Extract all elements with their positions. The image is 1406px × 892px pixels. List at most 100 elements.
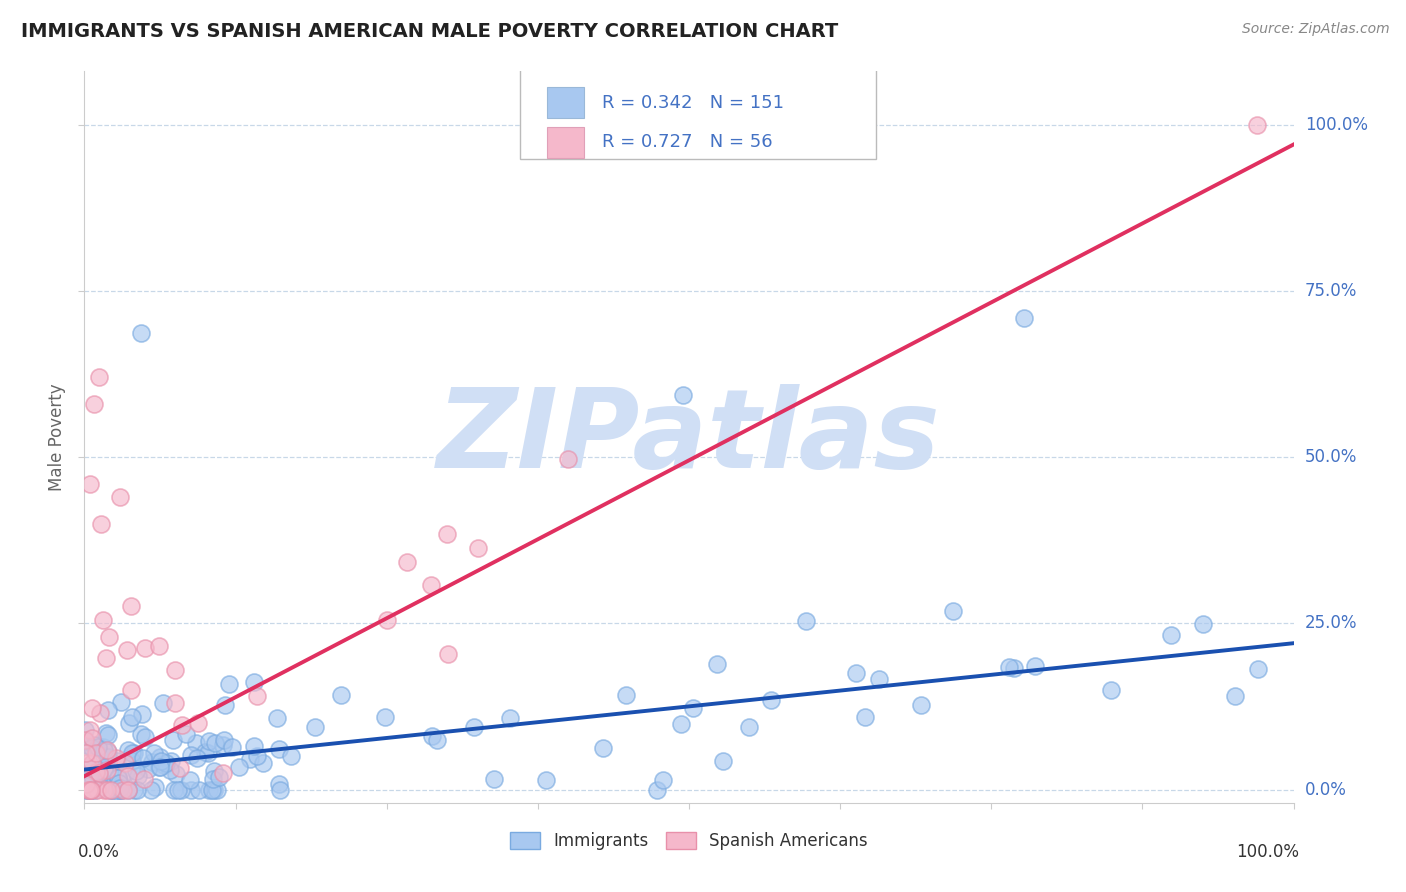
Point <box>499 711 522 725</box>
Point <box>89 370 111 384</box>
Point <box>110 776 132 790</box>
Point <box>330 688 353 702</box>
Point <box>150 754 173 768</box>
Point <box>218 677 240 691</box>
Point <box>75 733 97 747</box>
Point <box>121 754 143 768</box>
Point <box>80 782 103 797</box>
Point <box>228 760 250 774</box>
Point <box>1099 682 1122 697</box>
Point <box>759 693 782 707</box>
Point <box>117 782 139 797</box>
Point <box>103 777 125 791</box>
Point <box>105 751 128 765</box>
Point <box>134 640 156 655</box>
Point <box>163 782 186 797</box>
Text: R = 0.342   N = 151: R = 0.342 N = 151 <box>602 94 785 112</box>
Point <box>96 751 118 765</box>
Text: IMMIGRANTS VS SPANISH AMERICAN MALE POVERTY CORRELATION CHART: IMMIGRANTS VS SPANISH AMERICAN MALE POVE… <box>21 22 838 41</box>
Point <box>614 688 637 702</box>
Point <box>194 745 217 759</box>
Point <box>169 760 191 774</box>
Point <box>1160 628 1182 642</box>
Point <box>131 706 153 721</box>
Point <box>107 770 129 784</box>
Point <box>107 782 129 797</box>
Point <box>84 764 107 779</box>
Point <box>186 751 208 765</box>
Point <box>132 751 155 765</box>
Point <box>77 782 100 797</box>
Point <box>211 738 233 752</box>
Point <box>148 640 170 654</box>
Point <box>239 752 262 766</box>
Point <box>89 765 111 780</box>
Point <box>647 782 669 797</box>
Point <box>682 701 704 715</box>
Y-axis label: Male Poverty: Male Poverty <box>48 384 66 491</box>
Point <box>246 689 269 703</box>
Point <box>76 738 98 752</box>
Point <box>82 772 104 786</box>
Point <box>79 723 101 738</box>
Point <box>212 733 235 747</box>
FancyBboxPatch shape <box>547 87 583 118</box>
Point <box>141 755 163 769</box>
Point <box>89 780 111 794</box>
Point <box>165 767 187 781</box>
Point <box>1246 118 1268 132</box>
Point <box>83 397 105 411</box>
Point <box>97 703 120 717</box>
Point <box>89 772 111 787</box>
Point <box>111 782 134 797</box>
Point <box>536 772 558 787</box>
Point <box>114 756 136 771</box>
Point <box>180 747 202 762</box>
Point <box>93 748 115 763</box>
Point <box>93 782 115 797</box>
Point <box>184 736 207 750</box>
Point <box>93 762 115 776</box>
Legend: Immigrants, Spanish Americans: Immigrants, Spanish Americans <box>503 825 875 856</box>
Point <box>134 730 156 744</box>
Point <box>243 739 266 753</box>
Point <box>79 782 101 797</box>
Point <box>419 578 441 592</box>
Point <box>706 657 728 671</box>
Point <box>115 642 138 657</box>
Point <box>80 782 103 797</box>
Text: ZIPatlas: ZIPatlas <box>437 384 941 491</box>
Point <box>395 555 418 569</box>
Point <box>162 733 184 747</box>
Point <box>152 696 174 710</box>
Point <box>134 772 156 787</box>
Point <box>91 613 114 627</box>
Point <box>794 614 817 628</box>
Point <box>211 765 233 780</box>
Point <box>117 782 139 797</box>
Point <box>202 764 225 778</box>
Point <box>111 782 134 797</box>
Point <box>155 756 177 770</box>
Point <box>1012 311 1035 326</box>
Point <box>202 772 225 787</box>
Text: 100.0%: 100.0% <box>1305 116 1368 134</box>
Point <box>204 736 226 750</box>
Point <box>910 698 932 713</box>
Point <box>84 738 107 752</box>
Point <box>120 599 142 614</box>
Point <box>557 452 579 467</box>
Point <box>853 709 876 723</box>
Text: 25.0%: 25.0% <box>1305 615 1357 632</box>
Point <box>120 683 142 698</box>
Point <box>125 764 148 779</box>
Point <box>75 734 97 748</box>
Point <box>83 782 105 797</box>
Point <box>139 782 162 797</box>
Point <box>269 782 291 797</box>
Point <box>80 741 103 756</box>
Point <box>131 727 153 741</box>
Point <box>117 716 139 731</box>
Point <box>143 747 166 761</box>
Point <box>77 782 100 797</box>
